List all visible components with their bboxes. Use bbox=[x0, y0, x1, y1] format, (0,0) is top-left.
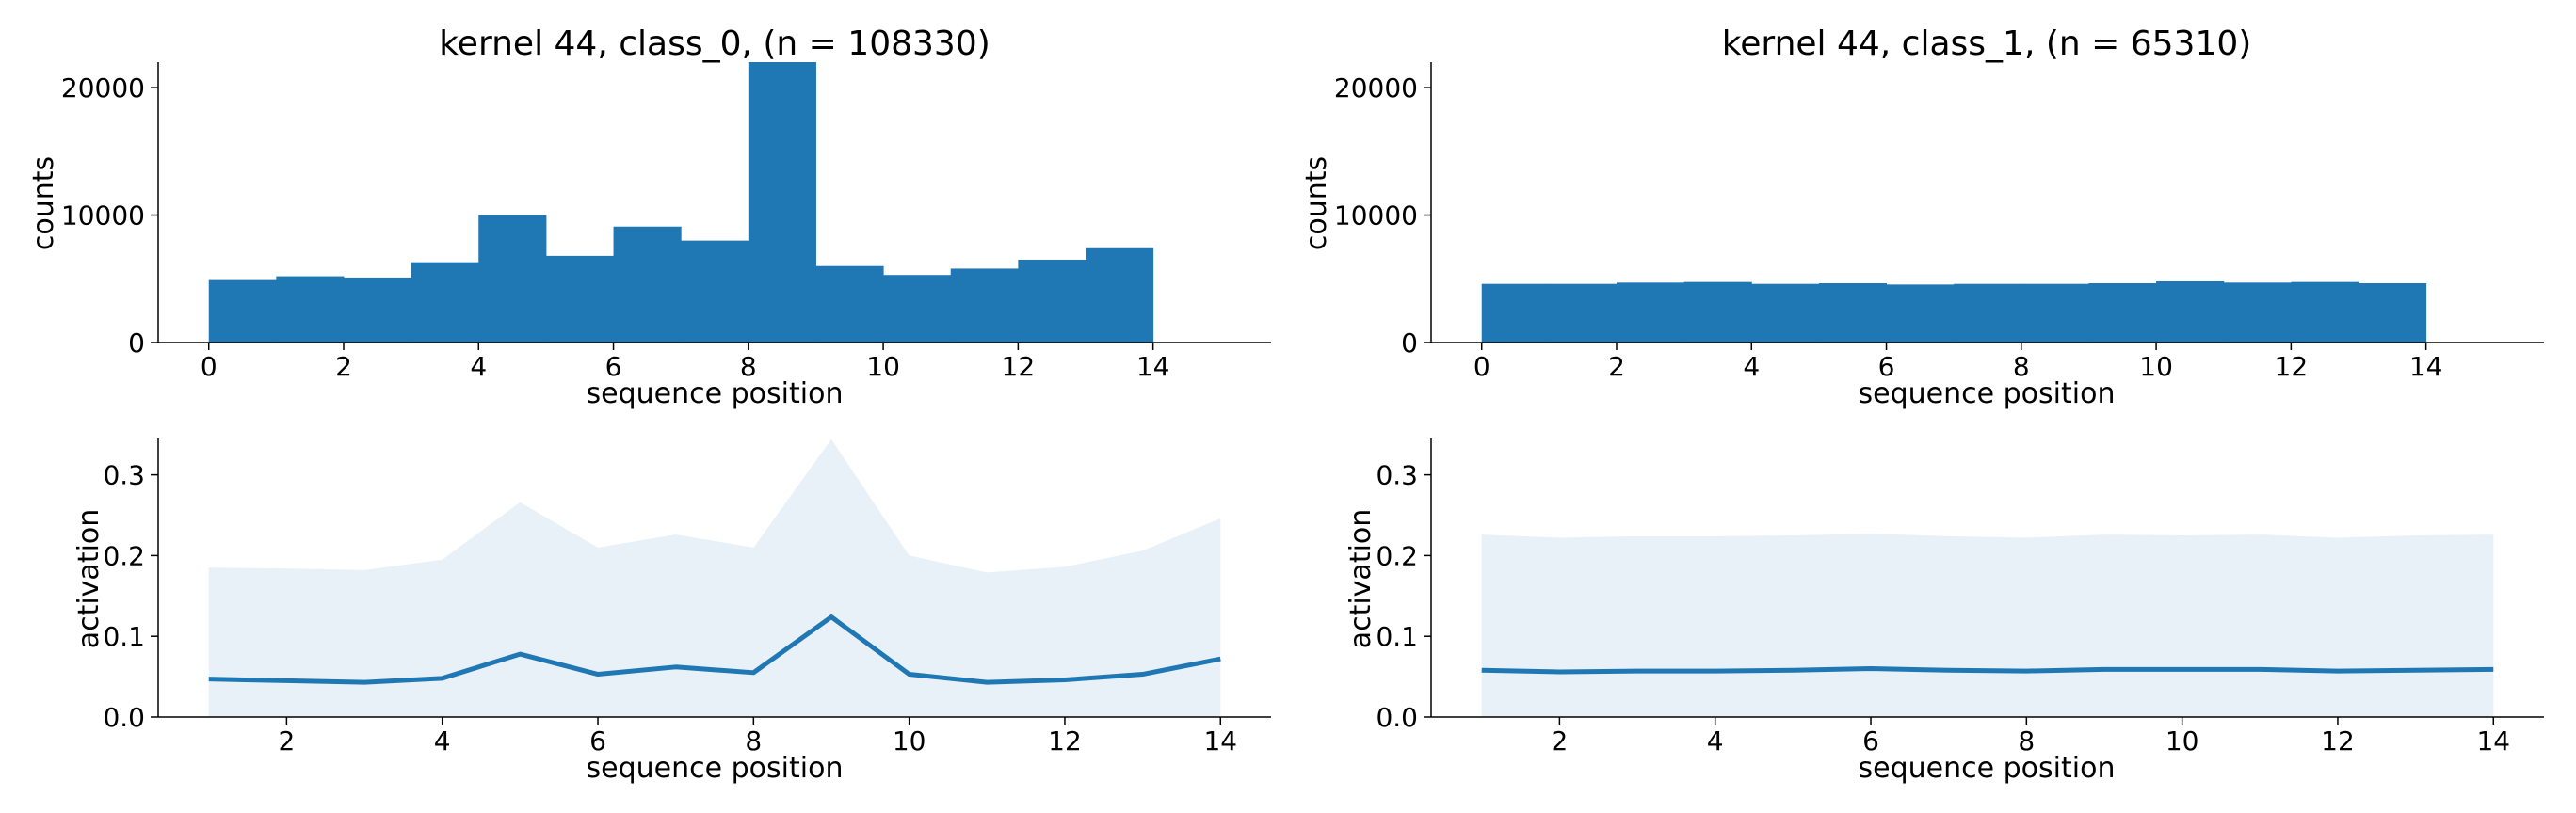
x-tick-label: 14 bbox=[1203, 725, 1237, 757]
plot-area bbox=[1481, 280, 2427, 343]
x-tick-label: 8 bbox=[740, 351, 757, 382]
x-tick-label: 4 bbox=[434, 725, 451, 757]
x-tick-label: 2 bbox=[1608, 351, 1625, 382]
x-tick-label: 4 bbox=[1743, 351, 1760, 382]
y-tick-label: 0 bbox=[1401, 327, 1418, 359]
histogram-bar bbox=[883, 275, 952, 343]
x-tick-label: 10 bbox=[866, 351, 900, 382]
x-tick-label: 10 bbox=[893, 725, 926, 757]
x-tick-label: 2 bbox=[335, 351, 352, 382]
histogram-bar bbox=[1683, 281, 1752, 343]
x-axis-label: sequence position bbox=[1859, 752, 2116, 785]
histogram-bar bbox=[1818, 283, 1888, 343]
activation-class1-panel: sequence position activation 2 4 6 8 10 12 14 0… bbox=[1344, 438, 2544, 785]
x-tick-label: 0 bbox=[201, 351, 217, 382]
histogram-bar bbox=[1751, 283, 1820, 343]
histogram-bar bbox=[1549, 283, 1618, 343]
histogram-bar bbox=[1954, 283, 2022, 343]
histogram-bar bbox=[276, 276, 345, 343]
histogram-bar bbox=[1886, 284, 1955, 343]
x-tick-label: 12 bbox=[2275, 351, 2309, 382]
x-tick-label: 6 bbox=[1878, 351, 1895, 382]
x-tick-label: 14 bbox=[2476, 725, 2510, 757]
x-tick-label: 6 bbox=[1862, 725, 1879, 757]
histogram-bar bbox=[208, 279, 277, 343]
histogram-bar bbox=[613, 226, 682, 343]
x-tick-label: 6 bbox=[589, 725, 606, 757]
histogram-class0-panel: kernel 44, class_0, (n = 108330) sequenc… bbox=[27, 24, 1271, 410]
x-axis-label: sequence position bbox=[587, 377, 844, 410]
plot-area bbox=[208, 438, 1221, 717]
histogram-bar bbox=[1018, 259, 1087, 343]
y-tick-label: 0.1 bbox=[103, 621, 145, 652]
x-tick-label: 10 bbox=[2165, 725, 2199, 757]
x-tick-label: 4 bbox=[470, 351, 487, 382]
x-tick-label: 2 bbox=[278, 725, 295, 757]
x-tick-label: 0 bbox=[1473, 351, 1490, 382]
histogram-bar bbox=[950, 268, 1019, 343]
histogram-bar bbox=[2359, 283, 2427, 343]
activation-class0-panel: sequence position activation 2 4 6 8 10 12 14 0… bbox=[72, 438, 1271, 785]
histogram-bar bbox=[748, 62, 816, 343]
y-tick-label: 0.2 bbox=[1376, 540, 1418, 571]
activation-line bbox=[1481, 666, 2494, 675]
histogram-bar bbox=[411, 262, 479, 343]
x-axis-label: sequence position bbox=[587, 752, 844, 785]
activation-band bbox=[1481, 534, 2494, 717]
histogram-bar bbox=[1481, 283, 1550, 343]
y-tick-label: 10000 bbox=[1334, 200, 1418, 231]
x-axis-label: sequence position bbox=[1859, 377, 2116, 410]
y-tick-label: 0.1 bbox=[1376, 621, 1418, 652]
y-axis-label: activation bbox=[72, 509, 105, 649]
histogram-bar bbox=[2223, 282, 2292, 343]
histogram-bar bbox=[2088, 283, 2157, 343]
x-tick-label: 8 bbox=[745, 725, 762, 757]
histogram-bar bbox=[681, 240, 749, 343]
histogram-bar bbox=[2156, 280, 2225, 343]
histogram-bar bbox=[478, 215, 547, 343]
x-tick-label: 10 bbox=[2139, 351, 2173, 382]
y-tick-label: 20000 bbox=[61, 72, 145, 104]
x-tick-label: 12 bbox=[2321, 725, 2355, 757]
histogram-bar bbox=[1617, 282, 1685, 343]
plot-area bbox=[1481, 534, 2494, 717]
y-axis-label: activation bbox=[1344, 509, 1377, 649]
y-axis-label: counts bbox=[27, 156, 60, 250]
y-tick-label: 0.3 bbox=[103, 460, 145, 491]
y-tick-label: 10000 bbox=[61, 200, 145, 231]
x-tick-label: 4 bbox=[1707, 725, 1724, 757]
x-tick-label: 2 bbox=[1551, 725, 1568, 757]
histogram-bar bbox=[2291, 281, 2359, 343]
x-tick-label: 14 bbox=[2409, 351, 2443, 382]
activation-band bbox=[208, 438, 1221, 717]
y-axis-label: counts bbox=[1300, 156, 1333, 250]
x-tick-label: 8 bbox=[2013, 351, 2030, 382]
chart-title: kernel 44, class_0, (n = 108330) bbox=[439, 24, 990, 63]
histogram-bar bbox=[2021, 283, 2089, 343]
histogram-bar bbox=[344, 277, 412, 343]
x-tick-label: 8 bbox=[2018, 725, 2035, 757]
x-tick-label: 6 bbox=[605, 351, 622, 382]
chart-title: kernel 44, class_1, (n = 65310) bbox=[1722, 24, 2252, 63]
y-tick-label: 0 bbox=[128, 327, 145, 359]
histogram-bar bbox=[1086, 247, 1154, 343]
y-tick-label: 0.0 bbox=[1376, 702, 1418, 733]
histogram-bar bbox=[545, 255, 615, 343]
x-tick-label: 14 bbox=[1136, 351, 1170, 382]
activation-line bbox=[208, 614, 1221, 685]
x-tick-label: 12 bbox=[1002, 351, 1036, 382]
y-tick-label: 20000 bbox=[1334, 72, 1418, 104]
histogram-bar bbox=[815, 265, 884, 343]
y-tick-label: 0.2 bbox=[103, 540, 145, 571]
plot-area bbox=[208, 62, 1154, 343]
y-tick-label: 0.0 bbox=[103, 702, 145, 733]
y-tick-label: 0.3 bbox=[1376, 460, 1418, 491]
x-tick-label: 12 bbox=[1048, 725, 1082, 757]
histogram-class1-panel: kernel 44, class_1, (n = 65310) sequence… bbox=[1300, 24, 2544, 410]
